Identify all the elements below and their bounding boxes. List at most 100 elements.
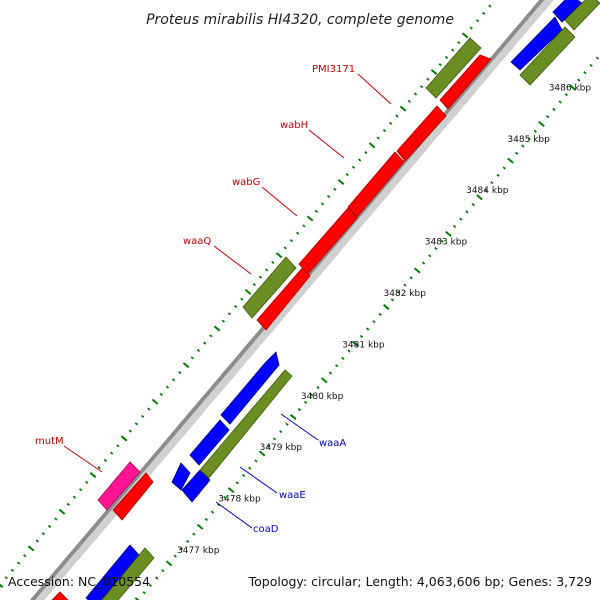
gene-arrow-coad[interactable] — [171, 462, 191, 491]
tick-mark — [85, 480, 89, 484]
gene-arrow-upper-red[interactable] — [439, 54, 492, 110]
gene-cds-green-a[interactable] — [242, 256, 297, 319]
scale-label: 3477 kbp — [177, 546, 220, 556]
tick-mark — [440, 239, 444, 243]
tick-mark — [110, 451, 114, 455]
gene-arrow-mutm[interactable] — [97, 461, 141, 511]
scale-label: 3479 kbp — [260, 443, 303, 453]
tick-mark — [527, 137, 531, 141]
gene-label-waaq[interactable]: waaQ — [183, 236, 211, 247]
tick-mark — [469, 26, 473, 30]
tick-mark — [204, 517, 208, 522]
tick-mark — [452, 224, 457, 229]
tick-mark — [389, 121, 393, 125]
tick-mark — [475, 19, 480, 23]
gene-label-waae[interactable]: waaE — [279, 490, 306, 501]
gene-cds-green-b[interactable] — [425, 37, 482, 99]
tick-mark — [310, 393, 314, 397]
tick-mark — [395, 114, 399, 118]
leader-coad — [215, 501, 253, 529]
tick-mark — [316, 386, 320, 390]
tick-mark — [254, 459, 258, 463]
gene-label-mutm[interactable]: mutM — [35, 436, 64, 447]
gene-arrow-waae[interactable] — [189, 419, 230, 466]
tick-mark — [461, 32, 469, 39]
tick-mark — [482, 11, 486, 15]
leader-pmi3171 — [357, 73, 392, 105]
gene-cds-green-c[interactable] — [199, 369, 293, 479]
gene-label-wabg[interactable]: wabG — [232, 177, 260, 188]
gene-label-coad[interactable]: coaD — [253, 524, 279, 535]
tick-mark — [203, 341, 207, 345]
tick-mark — [390, 298, 395, 302]
tick-mark — [223, 495, 227, 500]
tick-mark — [173, 554, 177, 558]
tick-mark — [320, 202, 325, 206]
tick-mark — [430, 68, 438, 76]
scale-label: 3481 kbp — [342, 340, 385, 350]
tick-mark — [190, 356, 194, 360]
leader-waaa — [280, 413, 319, 441]
gene-cds-green-bottom[interactable] — [101, 547, 155, 600]
gene-arrow-waaa[interactable] — [220, 351, 280, 425]
tick-mark — [407, 99, 411, 103]
tick-mark — [147, 407, 151, 411]
tick-mark — [155, 576, 159, 580]
gene-arrow-blue-lower[interactable] — [181, 469, 211, 503]
tick-mark — [378, 312, 382, 316]
tick-mark — [428, 254, 432, 258]
tick-mark — [302, 224, 306, 228]
tick-mark — [337, 178, 345, 185]
tick-mark — [351, 165, 356, 169]
tick-mark — [78, 488, 83, 492]
scale-label: 3485 kbp — [507, 135, 550, 145]
tick-mark — [165, 560, 173, 567]
gene-arrow-wabh[interactable] — [347, 151, 405, 218]
tick-mark — [258, 275, 263, 279]
tick-mark — [558, 100, 562, 104]
tick-mark — [141, 414, 145, 418]
tick-mark — [89, 472, 97, 479]
tick-mark — [58, 508, 66, 515]
genome-summary: Topology: circular; Length: 4,063,606 bp… — [248, 574, 592, 589]
tick-mark — [438, 63, 442, 67]
tick-mark — [227, 312, 232, 316]
tick-mark — [368, 142, 376, 149]
gene-cds-green-top-a[interactable] — [519, 26, 576, 86]
tick-mark — [103, 458, 108, 462]
tick-mark — [258, 450, 266, 457]
tick-mark — [235, 481, 239, 485]
leader-waae — [239, 466, 278, 494]
gene-arrow-waaq[interactable] — [256, 265, 311, 331]
tick-mark — [414, 267, 421, 274]
tick-mark — [182, 362, 190, 369]
gene-label-waaa[interactable]: waaA — [319, 438, 346, 449]
tick-mark — [210, 510, 215, 514]
scale-label: 3482 kbp — [384, 289, 427, 299]
tick-mark — [327, 195, 331, 199]
tick-mark — [161, 569, 165, 573]
tick-mark — [451, 48, 455, 52]
tick-mark — [134, 422, 139, 426]
gene-arrow-pmi3171[interactable] — [396, 105, 447, 162]
tick-mark — [359, 334, 364, 338]
gene-arrow-red-lower[interactable] — [112, 472, 154, 521]
tick-mark — [275, 252, 283, 259]
tick-mark — [213, 325, 221, 332]
gene-label-wabh[interactable]: wabH — [280, 120, 308, 131]
gene-label-leaders — [63, 73, 392, 529]
gene-arrow-red-bottom[interactable] — [51, 591, 69, 600]
gene-label-pmi3171[interactable]: PMI3171 — [312, 64, 355, 75]
tick-mark — [397, 290, 401, 294]
gene-cds-green-top-b[interactable] — [564, 0, 600, 31]
tick-mark — [552, 107, 556, 111]
tick-mark — [357, 158, 362, 162]
tick-mark — [382, 304, 390, 311]
tick-mark — [227, 487, 235, 494]
tick-mark — [116, 444, 120, 448]
tick-mark — [244, 288, 252, 295]
gene-arrow-wabg[interactable] — [298, 207, 358, 275]
tick-mark — [420, 85, 424, 89]
